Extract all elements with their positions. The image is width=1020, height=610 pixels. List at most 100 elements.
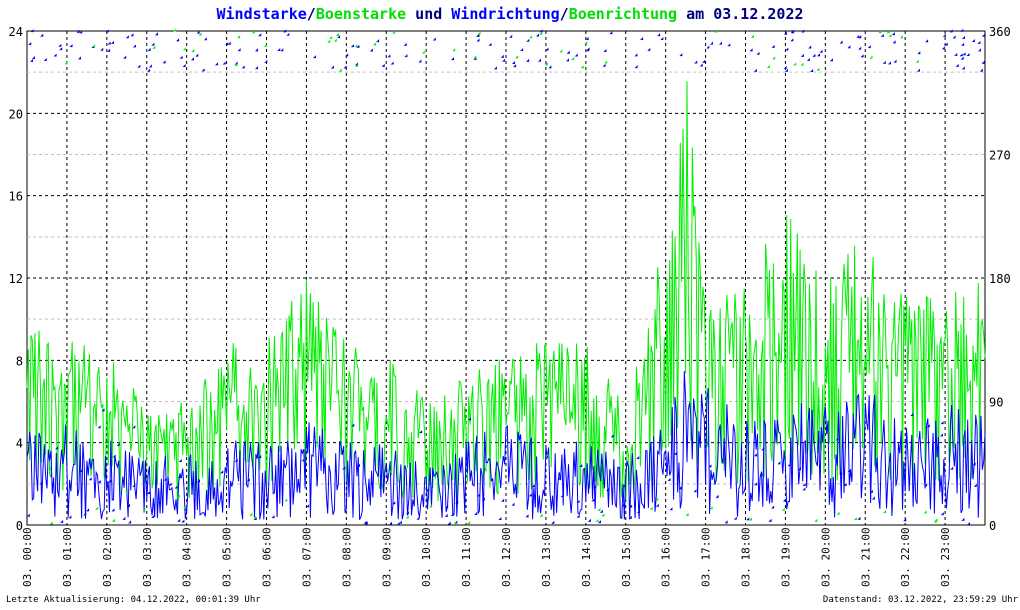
windrichtung-point xyxy=(511,502,515,506)
windrichtung-point xyxy=(357,463,361,467)
windrichtung-point xyxy=(330,65,334,69)
windrichtung-point xyxy=(83,512,87,516)
windrichtung-point xyxy=(839,471,843,475)
windrichtung-point xyxy=(756,51,760,55)
windrichtung-point xyxy=(392,501,396,505)
windrichtung-point xyxy=(97,425,101,429)
windrichtung-point xyxy=(162,60,166,64)
windrichtung-point xyxy=(843,483,847,487)
windrichtung-point xyxy=(952,35,956,39)
x-tick-label: 03. 10:00 xyxy=(420,527,433,587)
windrichtung-point xyxy=(147,47,151,51)
windrichtung-point xyxy=(343,65,347,69)
windrichtung-point xyxy=(255,48,259,52)
windrichtung-point xyxy=(802,483,806,487)
windrichtung-point xyxy=(694,60,698,64)
windrichtung-point xyxy=(30,29,34,33)
windrichtung-point xyxy=(959,53,963,57)
x-tick-label: 03. 20:00 xyxy=(819,527,832,587)
windrichtung-point xyxy=(531,484,535,488)
windrichtung-point xyxy=(177,518,181,522)
windrichtung-point xyxy=(280,48,284,52)
windrichtung-point xyxy=(191,57,195,61)
boenrichtung-point xyxy=(604,60,608,64)
windrichtung-point xyxy=(771,505,775,509)
windrichtung-point xyxy=(777,461,781,465)
windrichtung-point xyxy=(888,61,892,65)
windrichtung-point xyxy=(26,513,30,517)
windrichtung-point xyxy=(155,32,159,36)
windrichtung-point xyxy=(693,489,697,493)
windrichtung-point xyxy=(137,64,141,68)
x-tick-label: 03. 13:00 xyxy=(540,527,553,587)
x-tick-label: 03. 02:00 xyxy=(101,527,114,587)
windrichtung-point xyxy=(910,413,914,417)
windrichtung-point xyxy=(808,45,812,49)
windrichtung-point xyxy=(454,520,458,524)
windrichtung-point xyxy=(981,60,985,64)
windrichtung-point xyxy=(363,520,367,524)
windrichtung-point xyxy=(847,469,851,473)
windrichtung-point xyxy=(806,57,810,61)
windrichtung-point xyxy=(801,29,805,33)
windrichtung-point xyxy=(634,53,638,57)
windrichtung-point xyxy=(602,63,606,67)
windrichtung-point xyxy=(787,463,791,467)
windrichtung-point xyxy=(771,44,775,48)
boenrichtung-point xyxy=(888,33,892,37)
windrichtung-point xyxy=(197,479,201,483)
windrichtung-point xyxy=(520,48,524,52)
series-windstarke-line xyxy=(26,371,986,520)
windrichtung-point xyxy=(860,54,864,58)
windrichtung-point xyxy=(176,38,180,42)
windrichtung-point xyxy=(525,514,529,518)
windrichtung-point xyxy=(950,466,954,470)
windrichtung-point xyxy=(177,475,181,479)
x-tick-label: 03. 15:00 xyxy=(620,527,633,587)
windrichtung-point xyxy=(181,519,185,523)
windrichtung-point xyxy=(450,513,454,517)
windrichtung-point xyxy=(502,58,506,62)
windrichtung-point xyxy=(557,476,561,480)
windrichtung-point xyxy=(476,38,480,42)
chart-title: Windstarke/Boenstarke und Windrichtung/B… xyxy=(216,5,803,23)
windrichtung-point xyxy=(277,48,281,52)
boenrichtung-point xyxy=(584,41,588,45)
title-boenrichtung: Boenrichtung xyxy=(569,5,677,23)
windrichtung-point xyxy=(416,516,420,520)
boenrichtung-point xyxy=(886,30,890,34)
windrichtung-point xyxy=(949,29,953,33)
windrichtung-point xyxy=(545,47,549,51)
windrichtung-point xyxy=(768,518,772,522)
windrichtung-point xyxy=(967,522,971,526)
windrichtung-point xyxy=(892,40,896,44)
windrichtung-point xyxy=(28,42,32,46)
windrichtung-point xyxy=(715,494,719,498)
windrichtung-point xyxy=(130,33,134,37)
windrichtung-point xyxy=(195,53,199,57)
title-windrichtung: Windrichtung xyxy=(451,5,559,23)
windrichtung-point xyxy=(258,33,262,37)
windrichtung-point xyxy=(858,46,862,50)
windrichtung-point xyxy=(727,43,731,47)
windrichtung-point xyxy=(512,61,516,65)
windrichtung-point xyxy=(313,55,317,59)
windrichtung-point xyxy=(940,512,944,516)
windrichtung-point xyxy=(539,29,543,33)
x-tick-label: 03. 18:00 xyxy=(740,527,753,587)
windrichtung-point xyxy=(306,504,310,508)
boenrichtung-point xyxy=(392,30,396,34)
windrichtung-point xyxy=(754,453,758,457)
windrichtung-point xyxy=(962,52,966,56)
windrichtung-point xyxy=(576,514,580,518)
windrichtung-point xyxy=(593,485,597,489)
x-tick-label: 03. 03:00 xyxy=(141,527,154,587)
boenrichtung-point xyxy=(251,30,255,34)
boenrichtung-point xyxy=(198,32,202,36)
boenrichtung-point xyxy=(571,57,575,61)
boenrichtung-point xyxy=(421,50,425,54)
y-right-tick-label: 360 xyxy=(989,25,1011,39)
windrichtung-point xyxy=(381,63,385,67)
boenrichtung-point xyxy=(64,61,68,65)
